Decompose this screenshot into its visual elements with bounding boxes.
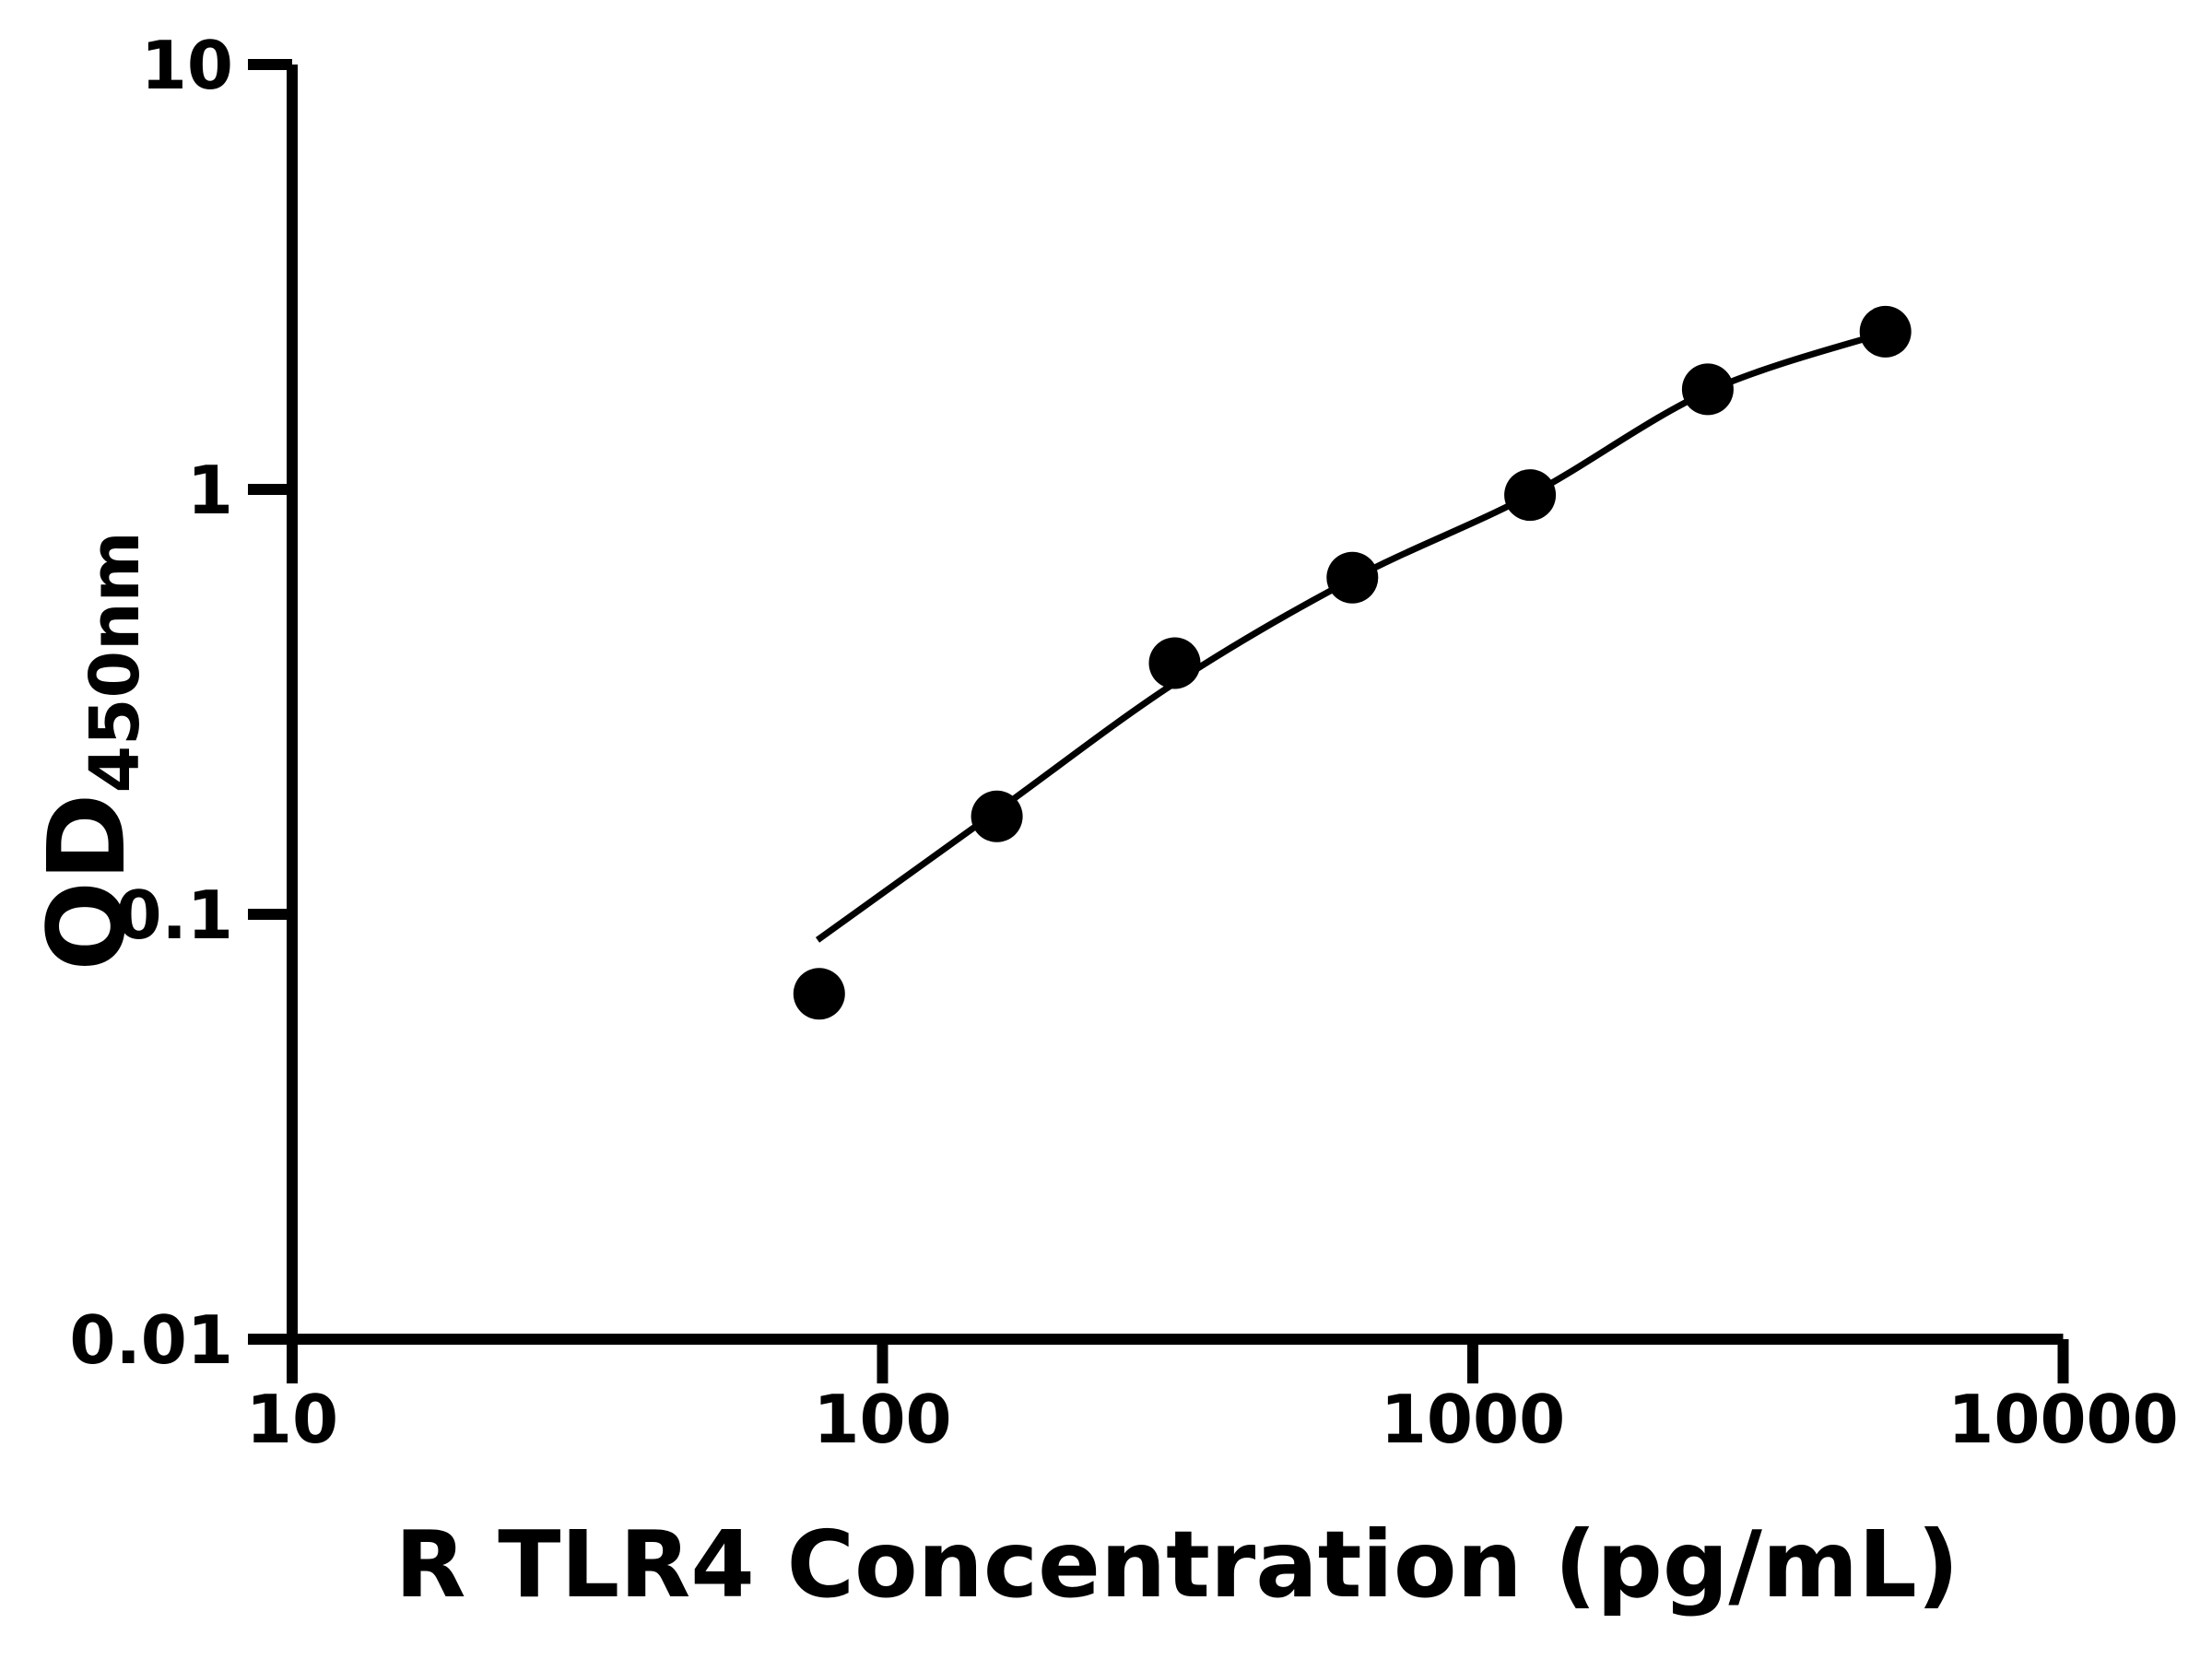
y-axis-title: OD450nm [9,336,166,1166]
x-tick-label: 10000 [1947,1381,2179,1458]
y-tick-label: 0.1 [115,877,233,954]
data-point [1859,305,1912,358]
x-axis-title-text: R TLR4 Concentration (pg/mL) [394,1511,1959,1618]
x-tick-label: 10 [246,1381,338,1458]
data-point [793,968,845,1020]
y-axis-title-subscript: 450nm [76,531,155,794]
x-tick-label: 1000 [1381,1381,1565,1458]
x-tick-label: 100 [813,1381,951,1458]
data-point [1681,363,1734,416]
fit-curve-line [815,329,1887,943]
data-point [971,790,1023,842]
x-axis-title: R TLR4 Concentration (pg/mL) [255,1510,2099,1648]
y-axis-title-main: OD [26,793,149,971]
y-tick-label: 10 [141,27,233,104]
data-point [1148,637,1201,689]
data-point [1326,551,1379,604]
y-tick-label: 0.01 [69,1301,233,1379]
data-point [1504,469,1557,522]
y-tick-label: 1 [187,452,233,529]
